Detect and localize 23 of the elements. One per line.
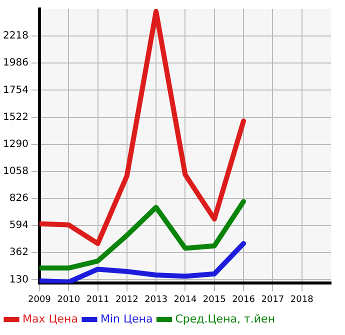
x-tick-label: 2009 [28, 294, 52, 305]
x-tick-label: 2010 [57, 294, 80, 305]
y-tick-label: 130 [9, 274, 28, 286]
y-tick-label: 1290 [2, 138, 28, 150]
x-tick-label: 2017 [261, 294, 284, 305]
y-tick-label: 826 [9, 193, 28, 204]
y-tick-label: 1522 [2, 112, 28, 123]
y-tick-label: 1986 [2, 58, 28, 69]
y-tick-label: 1058 [2, 166, 28, 178]
x-tick-label: 2013 [144, 294, 168, 305]
legend-label: Сред.Цена, т.йен [175, 312, 276, 326]
legend-label: Min Цена [100, 312, 153, 326]
x-tick-label: 2014 [174, 294, 197, 305]
x-tick-label: 2018 [290, 294, 314, 305]
x-tick-label: 2016 [232, 294, 256, 305]
y-tick-label: 1754 [2, 84, 28, 96]
y-tick-label: 362 [9, 247, 28, 258]
x-tick-label: 2012 [115, 294, 138, 305]
legend-label: Max Цена [22, 312, 78, 326]
x-tick-label: 2011 [86, 294, 110, 305]
y-tick-label: 594 [9, 220, 28, 232]
x-tick-label: 2015 [202, 294, 226, 305]
y-tick-label: 2218 [2, 30, 28, 42]
